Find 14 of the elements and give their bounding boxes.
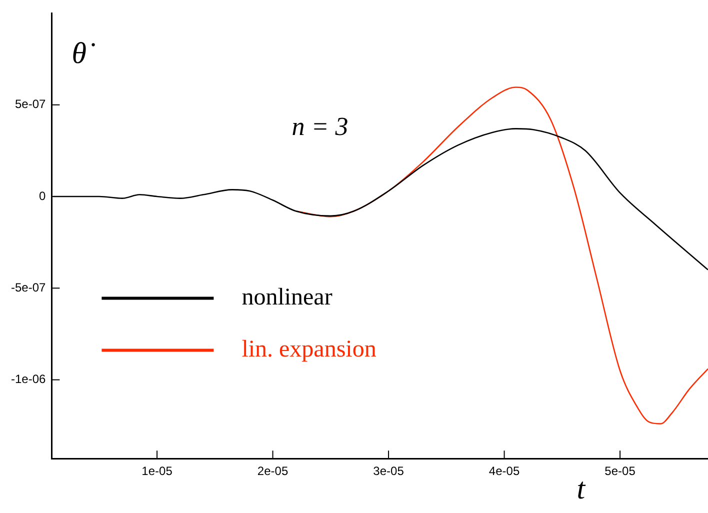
y-tick-label: 5e-07 bbox=[14, 97, 46, 112]
y-tick-label: 0 bbox=[39, 188, 46, 203]
y-tick-label: -1e-06 bbox=[11, 372, 46, 386]
x-tick-label: 2e-05 bbox=[257, 464, 288, 478]
legend-label: nonlinear bbox=[242, 284, 332, 310]
legend-label: lin. expansion bbox=[242, 336, 376, 362]
x-tick-label: 3e-05 bbox=[373, 464, 404, 478]
x-tick-label: 1e-05 bbox=[142, 464, 173, 478]
y-tick-label: -5e-07 bbox=[11, 280, 46, 294]
y-axis-title: θ̇ bbox=[72, 37, 96, 70]
x-axis-title: t bbox=[576, 472, 586, 506]
x-tick-label: 5e-05 bbox=[604, 464, 636, 478]
x-tick-label: 4e-05 bbox=[488, 464, 520, 478]
annotation: n = 3 bbox=[292, 112, 348, 142]
